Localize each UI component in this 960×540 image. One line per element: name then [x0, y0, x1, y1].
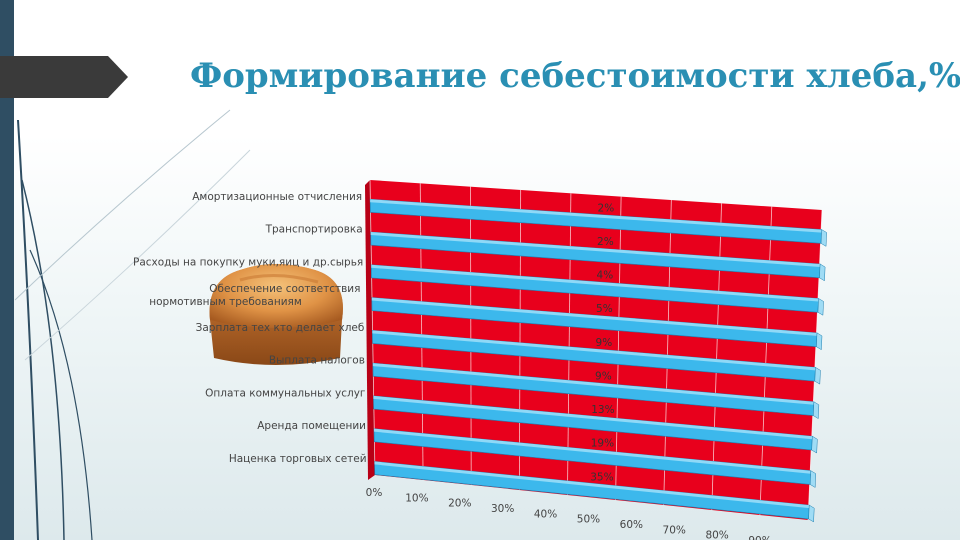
- gridline: [663, 199, 672, 506]
- x-tick-label: 70%: [663, 524, 686, 536]
- data-label: 2%: [597, 236, 614, 248]
- gridline: [470, 186, 472, 486]
- x-tick-label: 0%: [366, 487, 383, 499]
- category-label: Расходы на покупку муки,яиц и др.сырья: [133, 256, 363, 268]
- bar-end-cap: [809, 470, 817, 488]
- x-tick-label: 20%: [448, 498, 471, 510]
- gridline: [567, 193, 572, 496]
- bar-end-cap: [820, 229, 827, 247]
- bar-top-highlight: [371, 264, 819, 302]
- category-label: Зарплата тех кто делает хлеб: [196, 322, 365, 334]
- data-label: 19%: [591, 438, 614, 450]
- x-tick-label: 50%: [577, 514, 600, 526]
- x-tick-label: 80%: [705, 530, 728, 540]
- bar-top-highlight: [374, 428, 811, 474]
- bar-end-cap: [808, 504, 815, 523]
- x-tick-label: 90%: [748, 535, 771, 540]
- plot-left-edge: [365, 180, 375, 480]
- bar-top-highlight: [370, 199, 822, 233]
- category-label: Наценка торговых сетей: [229, 453, 367, 465]
- bar-end-cap: [814, 366, 821, 385]
- x-tick-label: 10%: [405, 492, 428, 504]
- bread-image: [209, 264, 343, 365]
- gridline: [807, 209, 823, 521]
- gridline: [711, 203, 722, 511]
- bar-end-cap: [819, 263, 826, 282]
- category-label: Оплата коммунальных услуг: [205, 387, 365, 399]
- data-label: 2%: [598, 202, 615, 214]
- bar-end-cap: [813, 401, 820, 420]
- bar-top-highlight: [374, 461, 810, 509]
- page-title: Формирование себестоимости хлеба,%: [190, 56, 960, 96]
- gridline: [419, 183, 424, 481]
- data-label: 9%: [595, 370, 612, 382]
- data-label: 35%: [590, 471, 613, 483]
- bar-end-cap: [811, 435, 818, 454]
- category-label: Амортизационные отчисления: [192, 191, 362, 203]
- category-label: Аренда помещении: [257, 420, 366, 432]
- gridline: [759, 206, 773, 516]
- x-tick-label: 60%: [620, 519, 643, 531]
- bar-top-highlight: [373, 395, 813, 440]
- x-tick-label: 40%: [534, 508, 557, 520]
- category-label: Транспортировка: [265, 224, 363, 236]
- x-tick-label: 30%: [491, 503, 514, 515]
- category-label: Выплата налогов: [269, 355, 365, 367]
- gridline: [518, 189, 522, 491]
- left-accent-bar: [0, 0, 14, 540]
- title-arrow-tab: [0, 56, 128, 98]
- bar-top-highlight: [372, 330, 816, 371]
- category-label: Обеспечение соответствия нормотивным тре…: [149, 283, 364, 308]
- data-label: 9%: [596, 337, 613, 349]
- data-label: 13%: [591, 404, 614, 416]
- data-label: 4%: [597, 270, 614, 282]
- bar-end-cap: [817, 298, 824, 316]
- data-label: 5%: [596, 303, 613, 315]
- gridline: [369, 179, 376, 476]
- bar-end-cap: [816, 332, 823, 351]
- bar-top-highlight: [372, 363, 814, 405]
- bar-top-highlight: [371, 297, 817, 336]
- bar-top-highlight: [370, 231, 821, 268]
- gridline: [615, 196, 622, 501]
